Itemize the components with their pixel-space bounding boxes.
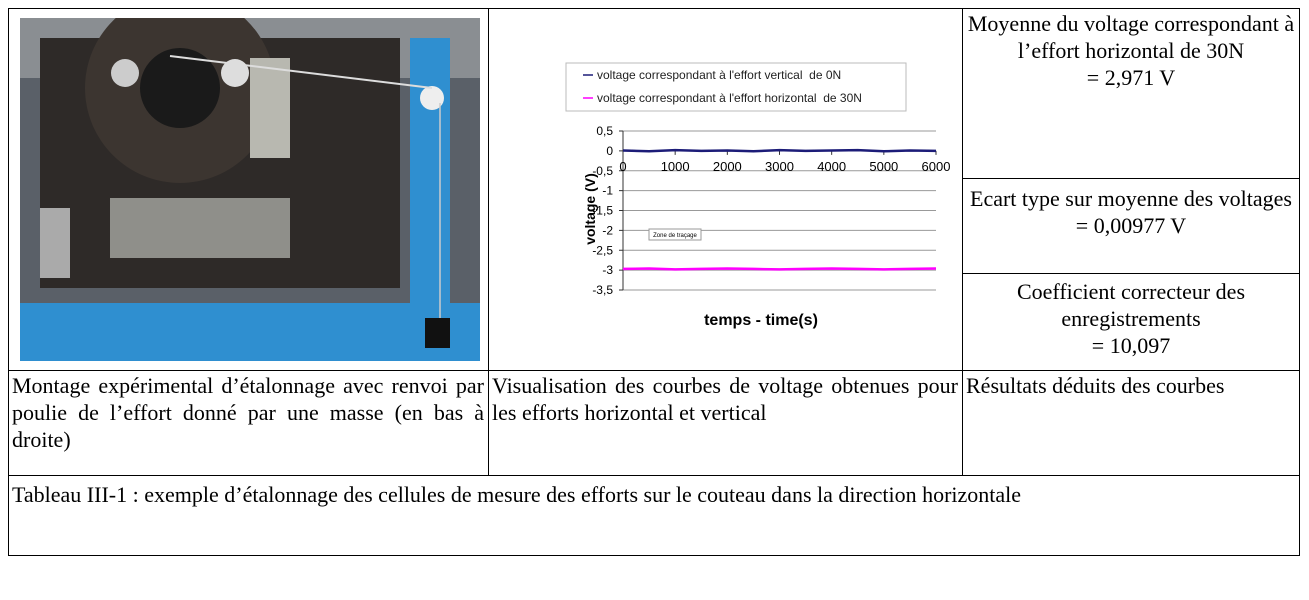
chart: voltage (V) temps - time(s) 0,5 0 -0,5 -1 -1…	[565, 62, 951, 329]
x-tick-label: 6000	[922, 159, 951, 174]
result-label: Coefficient correcteur des enregistremen…	[1016, 279, 1246, 331]
x-tick-label: 4000	[817, 159, 846, 174]
result-value: = 0,00977 V	[1075, 213, 1187, 238]
y-tick-label: -3,5	[592, 283, 613, 297]
y-tick-label: -2	[602, 223, 613, 237]
y-tick-label: -2,5	[592, 243, 613, 257]
y-tick-label: 0,5	[596, 124, 613, 138]
result: Ecart type sur moyenne des voltages = 0,0…	[966, 185, 1296, 239]
y-axis-title: voltage (V)	[582, 173, 598, 245]
y-tick-label: -1,5	[592, 204, 613, 218]
x-tick-label: 3000	[765, 159, 794, 174]
x-tick-label: 0	[619, 159, 626, 174]
result-value: = 2,971 V	[1086, 65, 1176, 90]
x-tick-label: 5000	[869, 159, 898, 174]
chart-caption: Visualisation des courbes de voltage obt…	[492, 373, 958, 425]
x-tick-label: 1000	[661, 159, 690, 174]
table-caption: Tableau III-1 : exemple d’étalonnage des…	[12, 482, 1022, 507]
result-value: = 10,097	[1091, 333, 1171, 358]
results-caption: Résultats déduits des courbes	[966, 373, 1225, 398]
annotation-box	[648, 228, 702, 241]
result-label: Ecart type sur moyenne des voltages	[970, 186, 1292, 211]
y-tick-label: -1	[602, 184, 613, 198]
annotation: Zone de traçage	[653, 233, 697, 239]
photo	[20, 18, 480, 361]
result: Moyenne du voltage correspondant à l’eff…	[966, 10, 1296, 91]
y-tick-label: -0,5	[592, 164, 613, 178]
x-tick-label: 2000	[713, 159, 742, 174]
legend-label: voltage correspondant à l'effort vertica…	[597, 68, 841, 82]
series-line	[622, 148, 937, 153]
legend-box	[565, 62, 907, 112]
photo-caption: Montage expérimental d’étalonnage avec r…	[12, 373, 484, 452]
result: Coefficient correcteur des enregistremen…	[966, 278, 1296, 359]
y-tick-label: -3	[602, 263, 613, 277]
legend-label: voltage correspondant à l'effort horizon…	[597, 91, 862, 105]
y-tick-label: 0	[606, 144, 613, 158]
series-line	[622, 267, 937, 271]
x-axis-title: temps - time(s)	[704, 312, 818, 329]
result-label: Moyenne du voltage correspondant à l’eff…	[967, 11, 1295, 63]
